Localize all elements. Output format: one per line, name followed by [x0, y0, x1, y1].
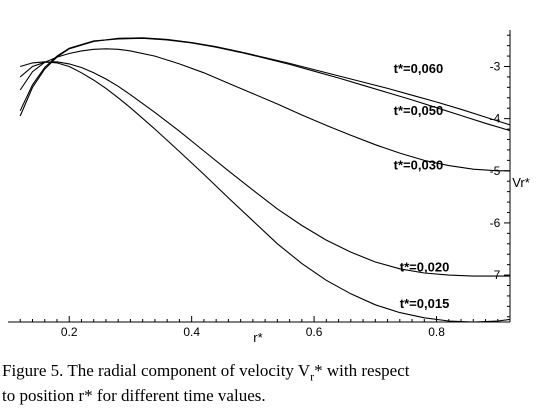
y-tick-label: -4	[490, 112, 501, 126]
y-tick-label: -7	[490, 268, 501, 282]
series-label-5: t*=0,015	[400, 296, 450, 311]
caption-line1-subscript: r	[310, 369, 315, 384]
series-label-2: t*=0,050	[394, 103, 444, 118]
chart-series	[19, 37, 511, 323]
series-label-4: t*=0,020	[400, 259, 450, 274]
y-tick-label: -3	[490, 60, 501, 74]
x-axis: 0.2 0.4 0.6 0.8	[19, 316, 511, 339]
series-labels: t*=0,060 t*=0,050 t*=0,030 t*=0,020 t*=0,015	[394, 61, 450, 311]
chart-plot: 0.2 0.4 0.6 0.8 -3-4-5-6-7 t*=0,060t*=0,050…	[8, 30, 530, 345]
series-line-5	[20, 61, 511, 323]
caption-line1-prefix: Figure 5. The radial component of veloci…	[2, 361, 311, 380]
series-line-3	[19, 48, 510, 172]
x-tick-label: 0.8	[428, 325, 445, 339]
figure-caption: Figure 5. The radial component of veloci…	[2, 361, 538, 406]
y-axis: -3-4-5-6-7	[490, 34, 510, 318]
series-label-3: t*=0,030	[394, 158, 444, 173]
caption-line2: to position r* for different time values…	[2, 386, 266, 406]
x-tick-label: 0.4	[183, 325, 200, 339]
series-line-4	[19, 61, 510, 277]
series-line-2	[19, 37, 511, 132]
y-axis-label: Vr*	[512, 175, 530, 190]
caption-line1-suffix: * with respect	[314, 361, 410, 380]
chart-frame	[8, 30, 511, 323]
y-tick-label: -6	[490, 216, 501, 230]
x-tick-label: 0.6	[306, 325, 323, 339]
x-tick-label: 0.2	[61, 325, 78, 339]
series-label-1: t*=0,060	[394, 61, 444, 76]
x-axis-label: r*	[253, 330, 262, 345]
